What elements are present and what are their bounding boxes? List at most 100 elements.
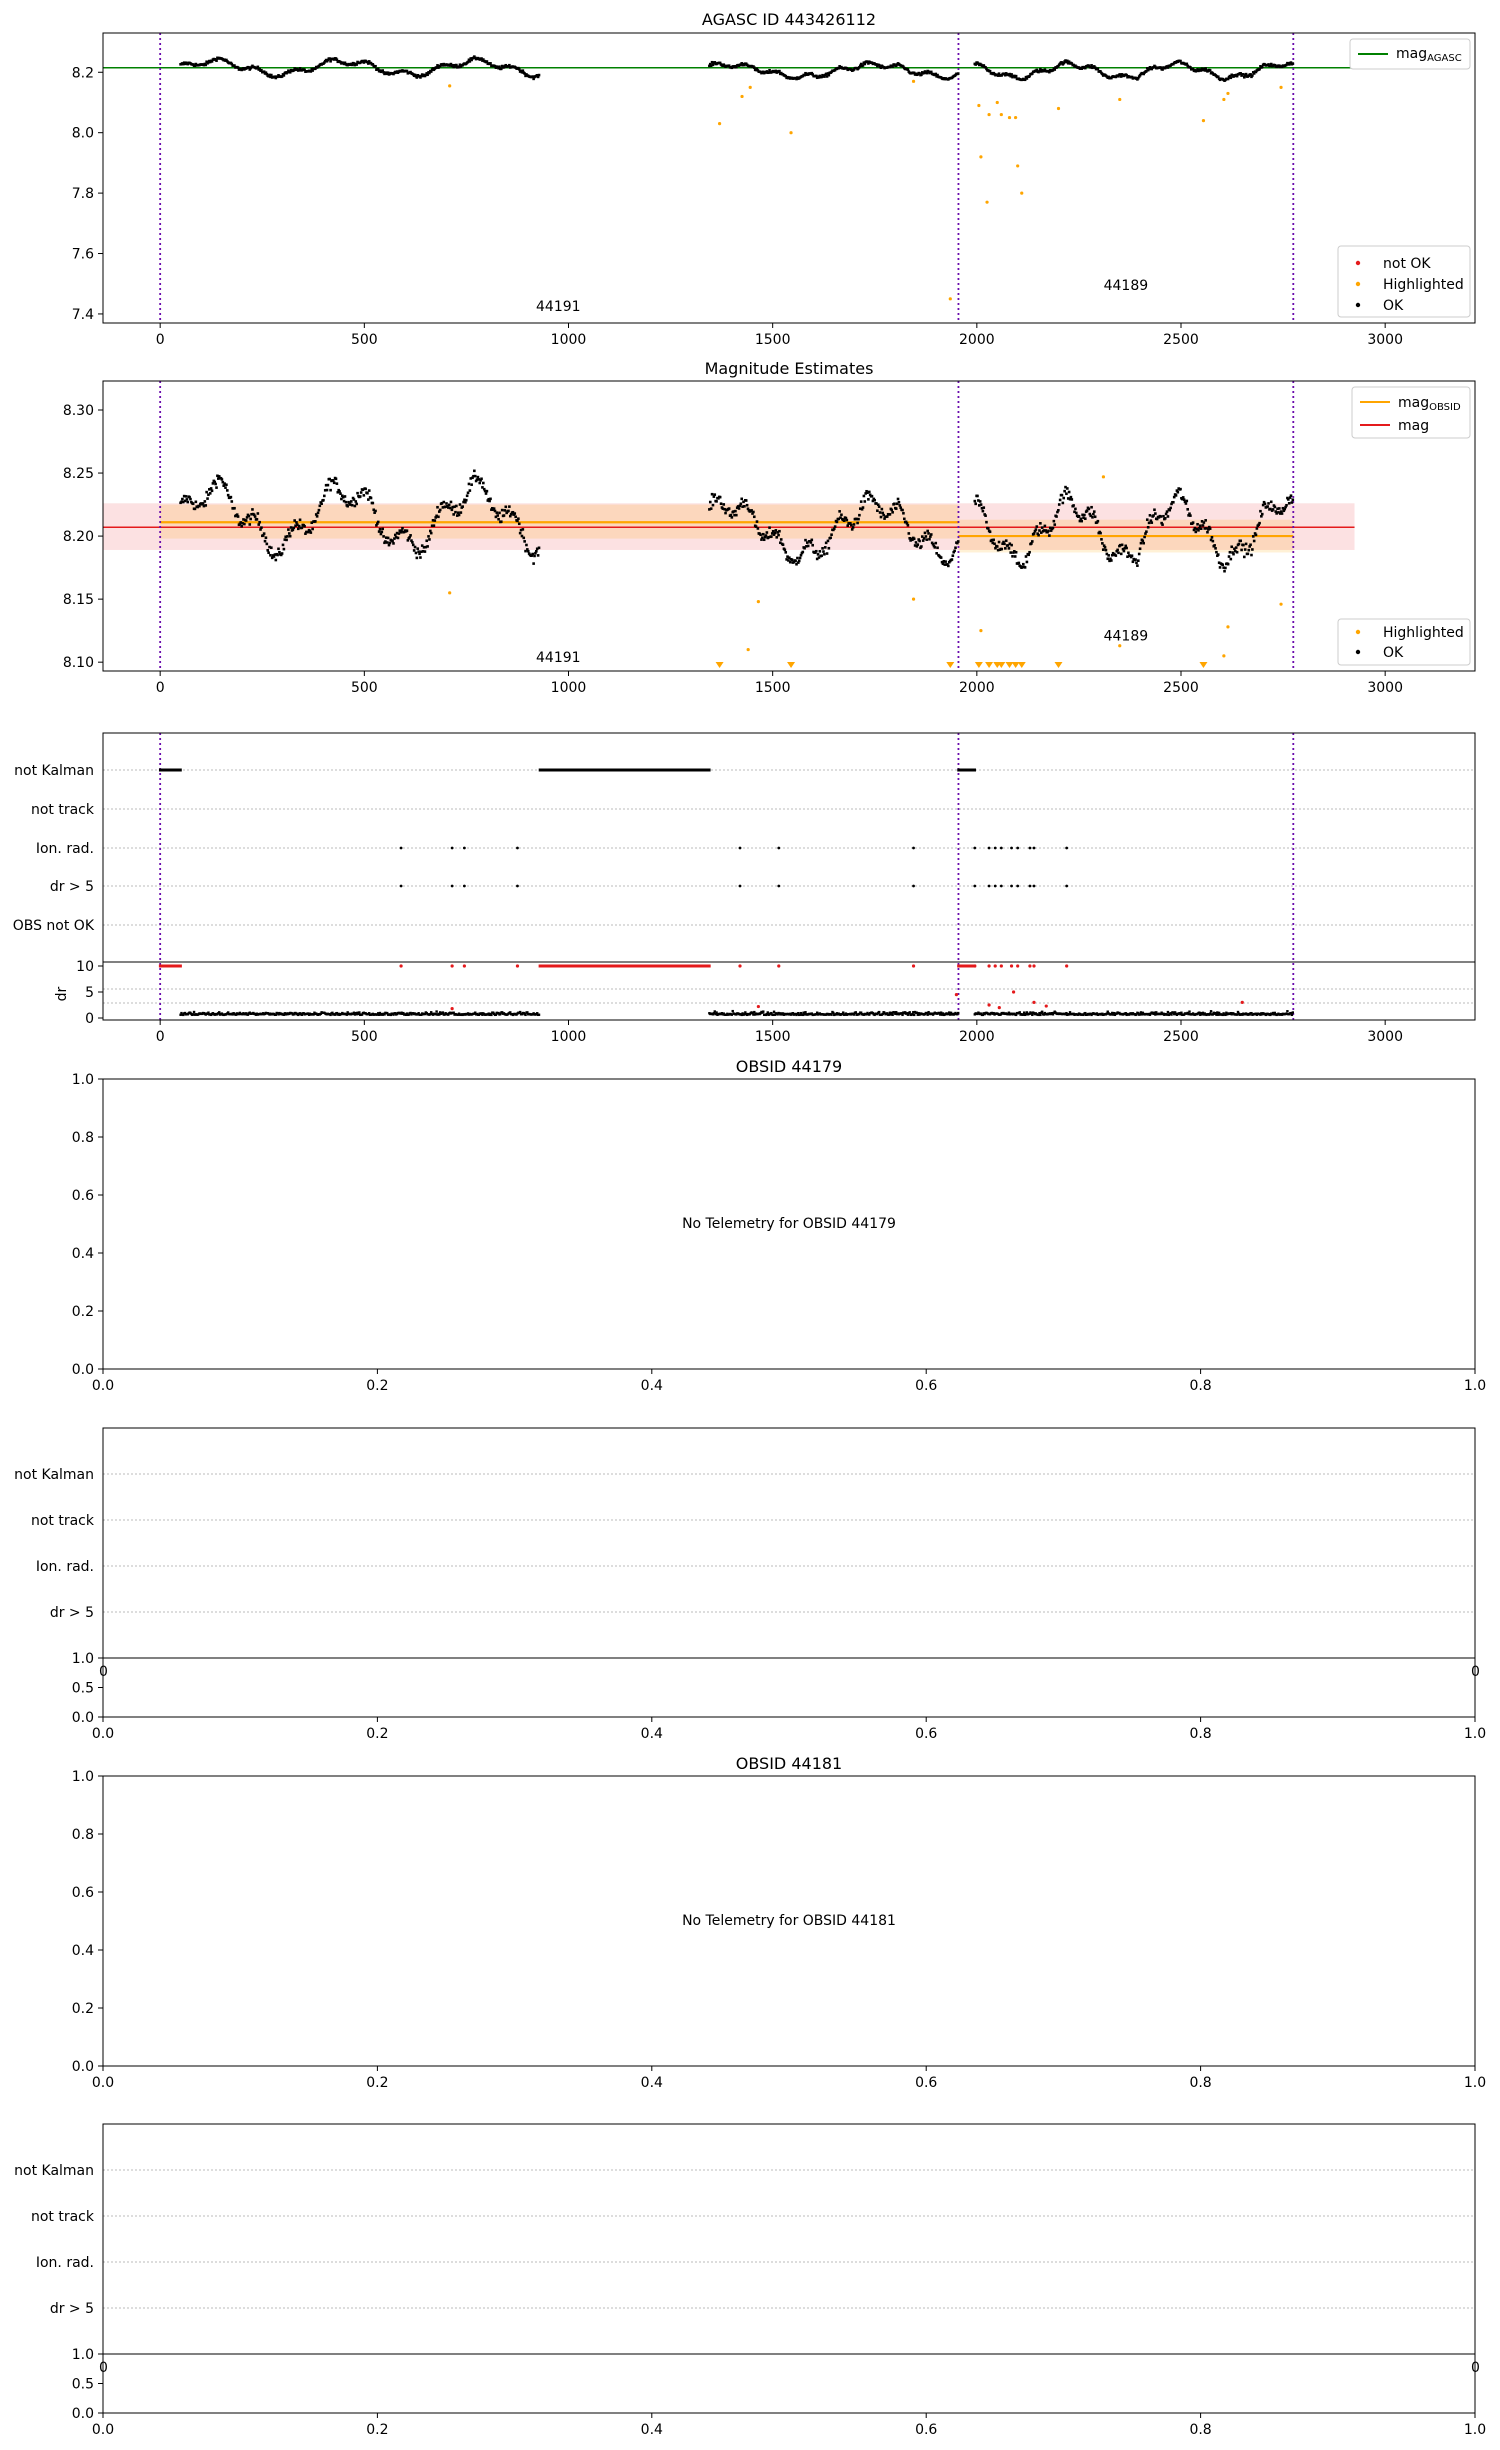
ok-point — [729, 513, 733, 517]
ok-point — [391, 539, 394, 543]
ok-point — [395, 531, 399, 535]
ok-point — [362, 61, 366, 64]
x-tick-label: 0.0 — [92, 2075, 114, 2091]
ok-point — [1000, 547, 1004, 551]
ok-point — [1244, 542, 1248, 546]
ok-point — [1191, 521, 1195, 524]
y-tick-label: 8.2 — [72, 65, 94, 81]
ok-point — [1030, 542, 1033, 545]
ok-point — [932, 544, 936, 548]
ok-point — [486, 499, 490, 502]
ok-point — [856, 521, 859, 525]
ok-point — [244, 519, 248, 522]
highlighted-point — [911, 79, 916, 83]
legend-label: magOBSID — [1398, 395, 1461, 413]
ok-point — [448, 64, 452, 67]
ok-point — [239, 521, 243, 524]
ok-point — [469, 57, 473, 60]
dr-point — [368, 1012, 371, 1015]
ok-point — [382, 71, 385, 74]
dr-point — [246, 1013, 250, 1016]
ok-point — [408, 535, 411, 539]
dr-outlier — [1240, 1000, 1244, 1005]
ok-point — [846, 524, 850, 527]
ok-point — [457, 513, 461, 517]
ok-point — [867, 490, 871, 494]
ok-point — [205, 60, 208, 64]
ok-point — [845, 518, 849, 522]
ok-point — [810, 538, 814, 542]
ok-point — [1221, 563, 1225, 567]
y-tick-label: 0.0 — [72, 2059, 94, 2075]
legend-label: Highlighted — [1383, 625, 1464, 641]
ok-point — [324, 483, 328, 487]
ok-point — [322, 498, 325, 502]
flag-row-label: dr > 5 — [50, 1605, 94, 1621]
ok-point — [993, 542, 996, 546]
ok-point — [1004, 73, 1007, 77]
clipped-marker — [974, 662, 983, 668]
ok-point — [978, 500, 982, 503]
ok-point — [1137, 552, 1141, 556]
dr-gt5-mark — [973, 884, 977, 888]
ok-point — [493, 509, 497, 513]
ok-point — [335, 482, 339, 485]
ok-point — [915, 545, 919, 548]
ok-point — [1228, 550, 1232, 554]
ok-point — [1243, 74, 1247, 77]
ok-point — [530, 554, 534, 557]
highlighted-point — [1226, 625, 1230, 629]
ok-point — [1036, 532, 1039, 535]
dr-point — [497, 1011, 500, 1015]
ok-point — [715, 500, 718, 503]
ok-point — [894, 507, 898, 510]
ok-point — [994, 546, 997, 550]
dr-point — [1065, 1011, 1068, 1015]
ok-point — [352, 62, 356, 65]
ok-point — [951, 554, 955, 557]
ok-point — [875, 63, 878, 66]
ok-point — [359, 491, 363, 494]
dr-point — [537, 1013, 541, 1016]
ok-point — [1235, 550, 1239, 554]
ok-point — [1067, 490, 1071, 494]
dr-gt5-mark — [1016, 884, 1020, 888]
ok-point — [934, 541, 938, 545]
dr-point — [751, 1012, 754, 1015]
highlighted-point — [448, 84, 452, 88]
y-tick-label: 0.2 — [72, 1304, 94, 1320]
dr-point — [1051, 1013, 1055, 1016]
dr-point — [180, 1011, 183, 1015]
dr-point — [912, 1011, 915, 1014]
clipped-marker — [1005, 662, 1014, 668]
x-tick-label: 2000 — [959, 680, 995, 696]
dr-point — [1187, 1012, 1190, 1016]
ok-point — [936, 73, 939, 77]
highlighted-point — [1118, 644, 1122, 648]
dr-point — [979, 1012, 983, 1015]
ok-point — [343, 495, 347, 498]
ok-point — [952, 550, 956, 554]
ok-point — [297, 524, 301, 528]
ok-point — [520, 70, 524, 74]
y-tick-label: 1.0 — [72, 2347, 94, 2363]
ok-point — [260, 526, 263, 529]
dr-point — [901, 1013, 904, 1017]
ok-point — [233, 506, 236, 510]
ok-point — [739, 502, 743, 506]
ok-point — [1038, 529, 1041, 532]
dr-point — [1248, 1013, 1251, 1016]
ok-point — [954, 546, 957, 550]
ok-point — [416, 547, 420, 550]
ok-point — [1242, 555, 1246, 559]
ok-point — [412, 549, 416, 552]
ok-point — [497, 517, 500, 521]
dr-point — [509, 1011, 512, 1014]
ok-point — [835, 520, 839, 524]
y-tick-label: 8.25 — [63, 466, 94, 482]
ok-point — [804, 538, 807, 542]
ok-point — [392, 542, 395, 545]
ok-point — [912, 537, 916, 541]
ok-point — [1088, 512, 1092, 516]
ok-point — [513, 512, 517, 515]
